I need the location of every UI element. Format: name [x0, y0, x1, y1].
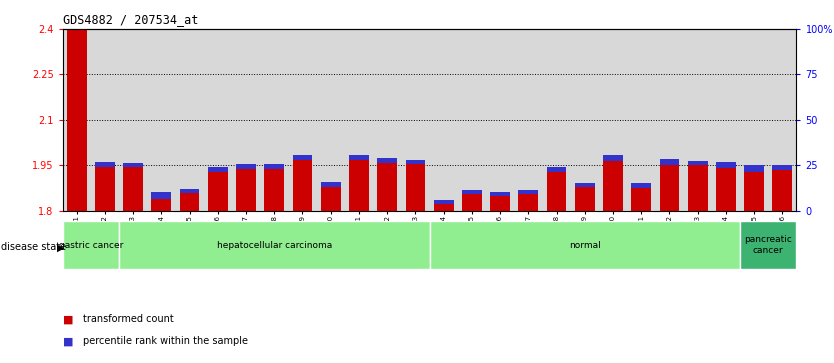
Bar	[688, 160, 707, 165]
Bar	[434, 200, 454, 204]
Bar	[631, 183, 651, 188]
Bar	[264, 164, 284, 169]
Bar	[293, 160, 313, 211]
Bar	[349, 160, 369, 211]
Bar	[462, 189, 482, 194]
Bar	[321, 182, 340, 187]
Bar	[349, 155, 369, 160]
Bar	[519, 194, 538, 211]
Text: pancreatic
cancer: pancreatic cancer	[744, 235, 792, 255]
Bar	[377, 158, 397, 163]
Bar	[123, 163, 143, 167]
Bar	[293, 155, 313, 160]
Bar	[546, 167, 566, 172]
Bar	[603, 155, 623, 160]
Bar	[119, 221, 430, 269]
Text: ▶: ▶	[57, 242, 64, 252]
Bar	[405, 164, 425, 211]
Bar	[264, 169, 284, 211]
Bar	[179, 193, 199, 211]
Bar	[63, 221, 119, 269]
Bar	[575, 183, 595, 187]
Bar	[434, 204, 454, 211]
Bar	[519, 189, 538, 194]
Bar	[660, 159, 680, 164]
Bar	[152, 192, 171, 199]
Bar	[631, 188, 651, 211]
Bar	[208, 172, 228, 211]
Text: ■: ■	[63, 314, 73, 325]
Bar	[740, 221, 796, 269]
Bar	[716, 168, 736, 211]
Bar	[67, 30, 87, 211]
Bar	[575, 187, 595, 211]
Bar	[772, 166, 792, 170]
Text: transformed count: transformed count	[83, 314, 174, 325]
Bar	[546, 172, 566, 211]
Text: percentile rank within the sample: percentile rank within the sample	[83, 336, 249, 346]
Text: disease state: disease state	[1, 242, 66, 252]
Bar	[95, 167, 115, 211]
Bar	[744, 172, 764, 211]
Bar	[744, 166, 764, 172]
Text: hepatocellular carcinoma: hepatocellular carcinoma	[217, 241, 332, 249]
Bar	[603, 160, 623, 211]
Text: gastric cancer: gastric cancer	[58, 241, 123, 249]
Bar	[236, 164, 256, 169]
Bar	[236, 169, 256, 211]
Bar	[377, 163, 397, 211]
Bar	[208, 167, 228, 172]
Bar	[123, 167, 143, 211]
Text: GDS4882 / 207534_at: GDS4882 / 207534_at	[63, 13, 198, 26]
Bar	[405, 160, 425, 164]
Bar	[462, 194, 482, 211]
Text: normal: normal	[569, 241, 600, 249]
Bar	[688, 165, 707, 211]
Bar	[321, 187, 340, 211]
Bar	[95, 162, 115, 167]
Bar	[152, 199, 171, 211]
Bar	[660, 164, 680, 211]
Bar	[490, 192, 510, 196]
Bar	[490, 196, 510, 211]
Bar	[430, 221, 740, 269]
Bar	[179, 189, 199, 193]
Bar	[772, 170, 792, 211]
Bar	[716, 162, 736, 168]
Text: ■: ■	[63, 336, 73, 346]
